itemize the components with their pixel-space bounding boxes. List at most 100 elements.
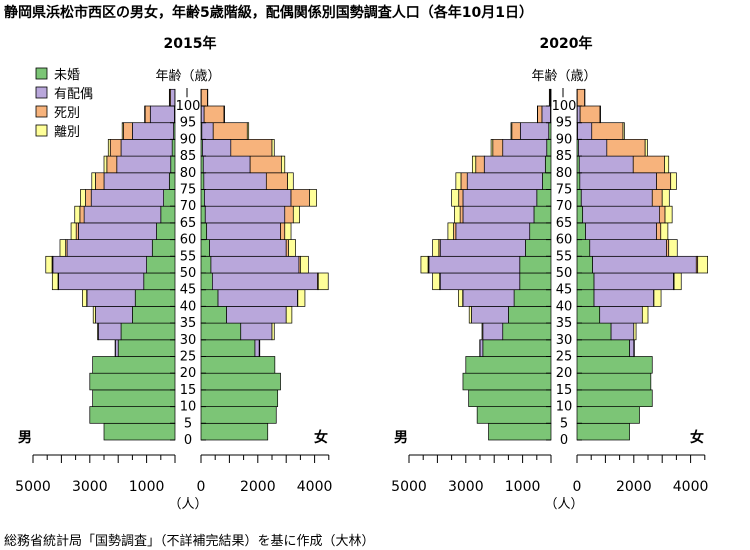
bar-male-married bbox=[455, 222, 531, 240]
bar-female-divorced bbox=[246, 122, 250, 140]
bar-female-unmarried bbox=[576, 406, 640, 424]
bar-female-married bbox=[589, 239, 667, 257]
bar-male-unmarried bbox=[92, 356, 176, 374]
age-tick-label: 25 bbox=[180, 350, 197, 365]
bar-female-married bbox=[206, 222, 281, 240]
bar-female-married bbox=[577, 122, 593, 140]
bar-male-widowed bbox=[79, 205, 85, 224]
bar-female-divorced bbox=[664, 155, 670, 174]
bar-female-married bbox=[579, 172, 657, 190]
bar-female-unmarried bbox=[576, 189, 582, 207]
bar-female-divorced bbox=[300, 255, 309, 274]
age-tick-label: 85 bbox=[556, 149, 573, 164]
age-tick-label: 55 bbox=[180, 249, 197, 264]
bar-male-unmarried bbox=[92, 389, 176, 407]
bar-female-divorced bbox=[670, 172, 677, 190]
bar-male-unmarried bbox=[542, 172, 552, 190]
bar-male-married bbox=[78, 222, 157, 240]
bar-female-divorced bbox=[258, 339, 261, 357]
chart-title: 静岡県浜松市西区の男女，年齢5歳階級，配偶関係別国勢調査人口（各年10月1日） bbox=[4, 5, 533, 21]
bar-female-married bbox=[582, 205, 660, 224]
bar-male-married bbox=[132, 122, 174, 140]
bar-male-unmarried bbox=[513, 289, 552, 307]
bar-female-married bbox=[585, 222, 657, 240]
bar-male-widowed bbox=[109, 139, 122, 157]
age-tick-label: 40 bbox=[556, 299, 573, 314]
age-tick-label: 70 bbox=[556, 199, 573, 214]
age-tick-label: 80 bbox=[180, 166, 197, 181]
bar-female-widowed bbox=[249, 155, 282, 174]
bar-female-married bbox=[580, 189, 653, 207]
bar-female-married bbox=[204, 205, 286, 224]
bar-female-widowed bbox=[212, 122, 248, 140]
bar-male-divorced bbox=[107, 139, 111, 157]
bar-female-divorced bbox=[285, 306, 293, 324]
bar-male-divorced bbox=[121, 122, 124, 140]
bar-male-widowed bbox=[122, 122, 133, 140]
age-tick-label: 50 bbox=[180, 266, 197, 281]
bar-female-unmarried bbox=[200, 189, 205, 207]
male-label: 男 bbox=[394, 430, 408, 446]
age-tick-label: 35 bbox=[180, 316, 197, 331]
bar-male-unmarried bbox=[519, 255, 552, 274]
bar-female-divorced bbox=[281, 155, 286, 174]
bar-male-unmarried bbox=[160, 205, 176, 224]
bar-female-married bbox=[593, 289, 655, 307]
panel-year-title: 2015年 bbox=[164, 35, 217, 52]
age-tick-label: 60 bbox=[556, 233, 573, 248]
bar-male-unmarried bbox=[536, 189, 552, 207]
bar-male-married bbox=[519, 122, 550, 140]
bar-male-unmarried bbox=[465, 356, 552, 374]
bar-male-married bbox=[116, 155, 172, 174]
bar-female-married bbox=[578, 139, 608, 157]
bar-female-widowed bbox=[230, 139, 273, 157]
bar-female-widowed bbox=[265, 172, 288, 190]
bar-female-married bbox=[209, 239, 287, 257]
bar-female-divorced bbox=[633, 339, 635, 357]
bar-male-divorced bbox=[144, 105, 146, 124]
bar-female-married bbox=[629, 339, 635, 357]
bar-male-married bbox=[439, 272, 521, 291]
bar-female-divorced bbox=[668, 239, 678, 257]
bar-female-divorced bbox=[697, 255, 708, 274]
bar-male-unmarried bbox=[502, 322, 552, 341]
bar-female-married bbox=[210, 255, 300, 274]
bar-male-married bbox=[462, 205, 535, 224]
legend-label-widowed: 死別 bbox=[54, 106, 80, 121]
bar-female-unmarried bbox=[576, 205, 584, 224]
bar-female-widowed bbox=[200, 88, 208, 107]
bar-female-divorced bbox=[271, 139, 275, 157]
bar-female-widowed bbox=[579, 105, 601, 124]
legend-swatch-divorced bbox=[35, 124, 48, 137]
bar-male-unmarried bbox=[103, 422, 176, 441]
bar-female-married bbox=[599, 306, 643, 324]
age-tick-label: 95 bbox=[556, 116, 573, 131]
age-tick-label: 65 bbox=[556, 216, 573, 231]
bar-female-unmarried bbox=[200, 205, 206, 224]
bar-female-unmarried bbox=[576, 172, 581, 190]
bar-female-married bbox=[226, 306, 287, 324]
bar-female-widowed bbox=[659, 205, 666, 224]
age-axis-label: 年齢（歳） bbox=[531, 69, 596, 84]
bar-male-unmarried bbox=[533, 205, 552, 224]
age-tick-label: 55 bbox=[556, 249, 573, 264]
bar-female-unmarried bbox=[200, 322, 242, 341]
age-tick-label: 20 bbox=[556, 366, 573, 381]
bar-female-married bbox=[610, 322, 635, 341]
bar-female-divorced bbox=[309, 189, 317, 207]
legend-label-divorced: 離別 bbox=[54, 125, 80, 140]
bar-female-married bbox=[578, 155, 634, 174]
bar-male-unmarried bbox=[519, 272, 552, 291]
age-tick-label: 90 bbox=[180, 132, 197, 147]
bar-male-divorced bbox=[471, 155, 477, 174]
male-x-tick-label: 5000 bbox=[15, 479, 51, 495]
bar-female-divorced bbox=[660, 222, 669, 240]
bar-female-divorced bbox=[599, 105, 601, 124]
bar-female-unmarried bbox=[200, 356, 276, 374]
age-tick-label: 20 bbox=[180, 366, 197, 381]
bar-female-married bbox=[203, 172, 267, 190]
age-axis-label: 年齢（歳） bbox=[155, 69, 220, 84]
bar-male-divorced bbox=[420, 255, 429, 274]
bar-female-divorced bbox=[223, 105, 225, 124]
